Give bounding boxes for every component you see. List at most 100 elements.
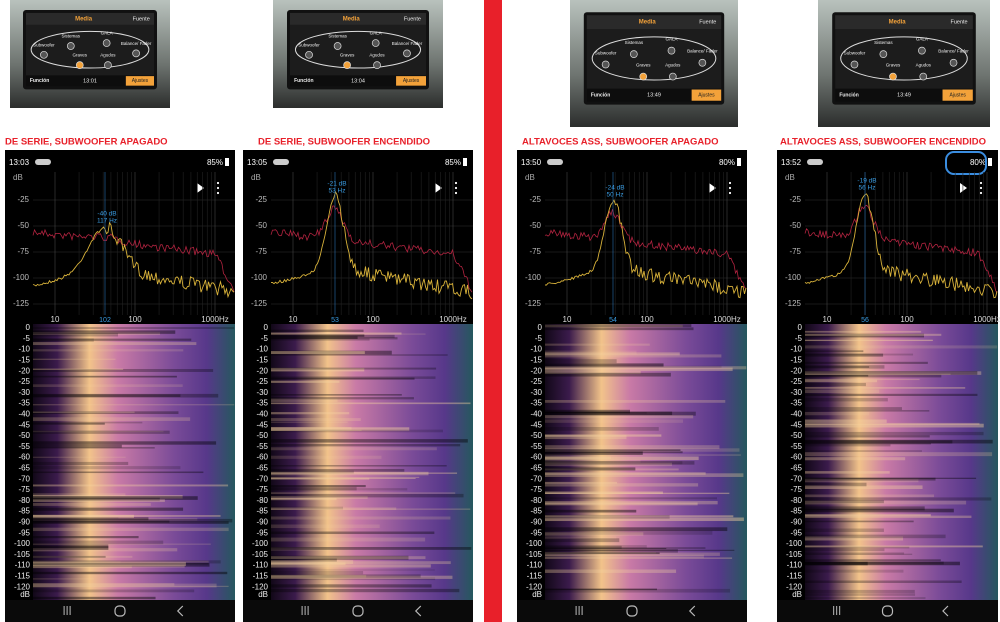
knob [918, 46, 926, 55]
spectrogram-stripe [545, 445, 720, 449]
car-text: Subwoofer [595, 50, 617, 55]
car-text: Agudos [665, 63, 681, 68]
spectrogram-stripe [545, 459, 641, 463]
spectrogram-stripe [33, 404, 235, 406]
spectrogram-stripe [805, 371, 978, 375]
car-screen-display [586, 15, 722, 102]
spectrogram-stripe [271, 547, 332, 551]
spectrogram-label: -70 [256, 474, 268, 483]
spectrogram-stripe [33, 422, 105, 425]
spectrogram-label: -35 [18, 399, 30, 408]
knob [889, 72, 897, 81]
spectrogram-label: 0 [26, 323, 31, 332]
spectrogram-stripe [805, 534, 946, 539]
spectrogram-stripe [805, 500, 967, 505]
spectrogram-stripe [805, 520, 914, 523]
spectrogram-stripe [33, 515, 221, 517]
spectrogram-label: -25 [18, 377, 30, 386]
spectrogram-stripe [271, 412, 350, 415]
spectrogram-stripe [545, 515, 734, 518]
spectrogram-label: -20 [790, 366, 802, 375]
spectrogram-label: -70 [18, 474, 30, 483]
spectrogram-stripe [805, 330, 922, 333]
nav-bar [517, 600, 747, 622]
y-tick-label: -100 [525, 273, 542, 282]
spectrogram-stripe [33, 544, 109, 549]
status-time: 13:03 [9, 158, 30, 167]
knob [373, 61, 381, 69]
battery: 85% [207, 158, 223, 167]
spectrogram-stripe [33, 333, 119, 337]
spectrogram-stripe [271, 584, 432, 588]
peak-db: -21 dB [327, 181, 346, 188]
car-text: 13:01 [83, 78, 97, 84]
car-text: 13:49 [647, 93, 661, 99]
knob [879, 50, 888, 58]
spectrogram-label: -80 [530, 496, 542, 505]
spectrum-unit: dB [251, 173, 261, 182]
spectrogram-stripe [805, 597, 926, 600]
spectrogram-label: -45 [256, 420, 268, 429]
spectrogram-stripe [805, 387, 966, 389]
spectrogram-stripe [271, 465, 447, 467]
spectrogram-stripe [545, 367, 733, 372]
nav-home [626, 605, 638, 617]
spectrogram-label: -65 [530, 464, 542, 473]
spectrogram-stripe [805, 440, 953, 444]
knob [403, 49, 411, 58]
spectrogram-label: -110 [15, 561, 31, 570]
spectrogram-stripe [33, 562, 186, 567]
spectrogram-stripe [33, 338, 94, 342]
spectrogram-stripe [805, 410, 930, 412]
spectrogram-stripe [545, 473, 744, 477]
spectrogram-label: -95 [18, 528, 30, 537]
spectrogram-stripe [805, 382, 866, 387]
knob [639, 72, 648, 81]
spectrogram-stripe [33, 497, 160, 502]
spectrogram-stripe [271, 471, 429, 476]
spectrogram-label: -5 [261, 334, 269, 343]
spectrogram-label: -115 [253, 572, 269, 581]
spectrogram-stripe [545, 435, 627, 440]
peak-hz: 56 Hz [859, 185, 876, 192]
car-text: Graves [636, 63, 651, 68]
car-text: Graves [340, 53, 355, 58]
battery-icon [463, 158, 467, 166]
menu-dot [454, 186, 458, 190]
spectrogram-stripe [805, 478, 919, 483]
knob [102, 39, 111, 47]
spectrogram-label: -75 [530, 485, 542, 494]
spectrogram-stripe [805, 506, 925, 511]
car-text: Fuente [404, 16, 421, 22]
spectrogram-label: -5 [535, 334, 543, 343]
knob [75, 61, 84, 69]
spectrogram-stripe [271, 472, 458, 474]
menu-ring [591, 36, 717, 81]
spectrogram-stripe [271, 493, 464, 498]
x-tick-label: 100 [366, 315, 380, 324]
y-tick-label: -125 [251, 299, 268, 308]
spectrogram-label: -10 [256, 345, 268, 354]
spectrogram-label: -20 [18, 366, 30, 375]
spectrogram-stripe [271, 564, 431, 568]
battery-icon [737, 158, 741, 166]
spectrogram-stripe [271, 470, 354, 474]
x-tick-label: 10 [823, 315, 832, 324]
max-curve [804, 204, 998, 294]
spectrogram-stripe [271, 496, 368, 499]
status-time: 13:05 [247, 158, 268, 167]
spectrogram-label: -30 [530, 388, 542, 397]
spectrogram-label: -75 [790, 485, 802, 494]
knob [66, 42, 75, 50]
menu-dot [728, 181, 732, 185]
spectrogram-label: -110 [527, 561, 543, 570]
spectrogram-stripe [805, 561, 868, 566]
spectrogram-stripe [545, 350, 637, 355]
header-bar [586, 15, 722, 30]
spectrogram-label: -90 [530, 518, 542, 527]
spectrogram-stripe [271, 574, 421, 578]
spectrogram-stripe [271, 562, 346, 566]
menu-dot [216, 186, 220, 190]
spectrogram-stripe [271, 558, 337, 562]
battery-icon [225, 158, 229, 166]
